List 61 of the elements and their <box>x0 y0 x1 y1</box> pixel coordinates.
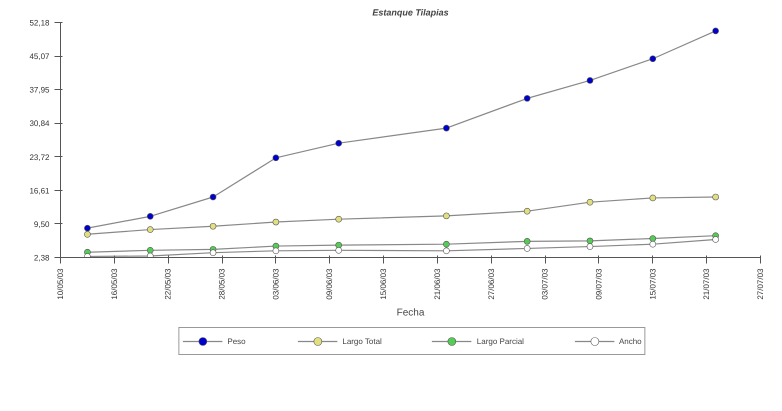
point <box>586 77 594 84</box>
x-tick-label: 03/06/03 <box>271 268 280 300</box>
point <box>586 243 594 250</box>
point <box>335 140 342 147</box>
y-tick-label: 16,61 <box>29 186 50 196</box>
point <box>712 236 719 243</box>
x-tick-label: 27/06/03 <box>486 268 496 300</box>
x-tick-label: 15/06/03 <box>379 268 388 300</box>
y-tick-label: 37,95 <box>29 86 50 95</box>
x-tick-label: 27/07/03 <box>756 268 765 300</box>
point <box>272 218 280 226</box>
x-tick-label: 28/05/03 <box>218 268 227 300</box>
x-axis-title: Fecha <box>396 308 425 319</box>
point <box>146 226 154 233</box>
y-tick-label: 2,38 <box>34 254 50 262</box>
legend-label: Largo Total <box>342 336 382 346</box>
point <box>586 238 594 244</box>
point <box>650 235 656 242</box>
point <box>210 222 216 230</box>
point <box>650 240 656 248</box>
point <box>524 95 530 102</box>
point <box>524 245 530 252</box>
x-tick-label: 21/06/03 <box>432 268 442 300</box>
point <box>650 194 656 202</box>
point <box>586 198 594 206</box>
point <box>524 238 530 245</box>
x-tick-label: 09/06/03 <box>325 268 334 300</box>
x-tick-label: 15/07/03 <box>648 268 658 300</box>
x-tick-label: 09/07/03 <box>594 268 604 300</box>
y-tick-label: 52,18 <box>29 18 50 28</box>
point <box>210 249 216 256</box>
x-tick-label: 10/05/03 <box>56 268 65 300</box>
chart-title: Estanque Tilapias <box>372 8 449 18</box>
y-tick-label: 45,07 <box>29 52 50 62</box>
y-tick-label: 23,72 <box>29 152 50 162</box>
legend-label: Peso <box>227 336 247 346</box>
point <box>650 55 656 62</box>
legend-label: Ancho <box>618 336 642 346</box>
legend-label: Largo Parcial <box>476 336 524 346</box>
point <box>146 213 154 220</box>
x-tick-label: 03/07/03 <box>540 268 550 300</box>
point <box>524 208 530 214</box>
x-tick-label: 22/05/03 <box>164 268 173 300</box>
point <box>443 248 450 254</box>
point <box>272 154 280 162</box>
point <box>84 224 91 232</box>
point <box>712 194 719 200</box>
point <box>443 212 450 220</box>
y-tick-label: 30,84 <box>29 119 50 128</box>
x-tick-label: 21/07/03 <box>702 268 712 300</box>
point <box>335 247 342 254</box>
x-tick-label: 16/05/03 <box>110 268 119 300</box>
point <box>146 247 154 254</box>
y-tick-label: 9,50 <box>34 220 50 229</box>
point <box>443 240 450 248</box>
point <box>210 194 216 200</box>
point <box>712 28 719 34</box>
point <box>443 124 450 132</box>
point <box>335 216 342 222</box>
point <box>272 248 280 254</box>
point <box>84 230 91 238</box>
